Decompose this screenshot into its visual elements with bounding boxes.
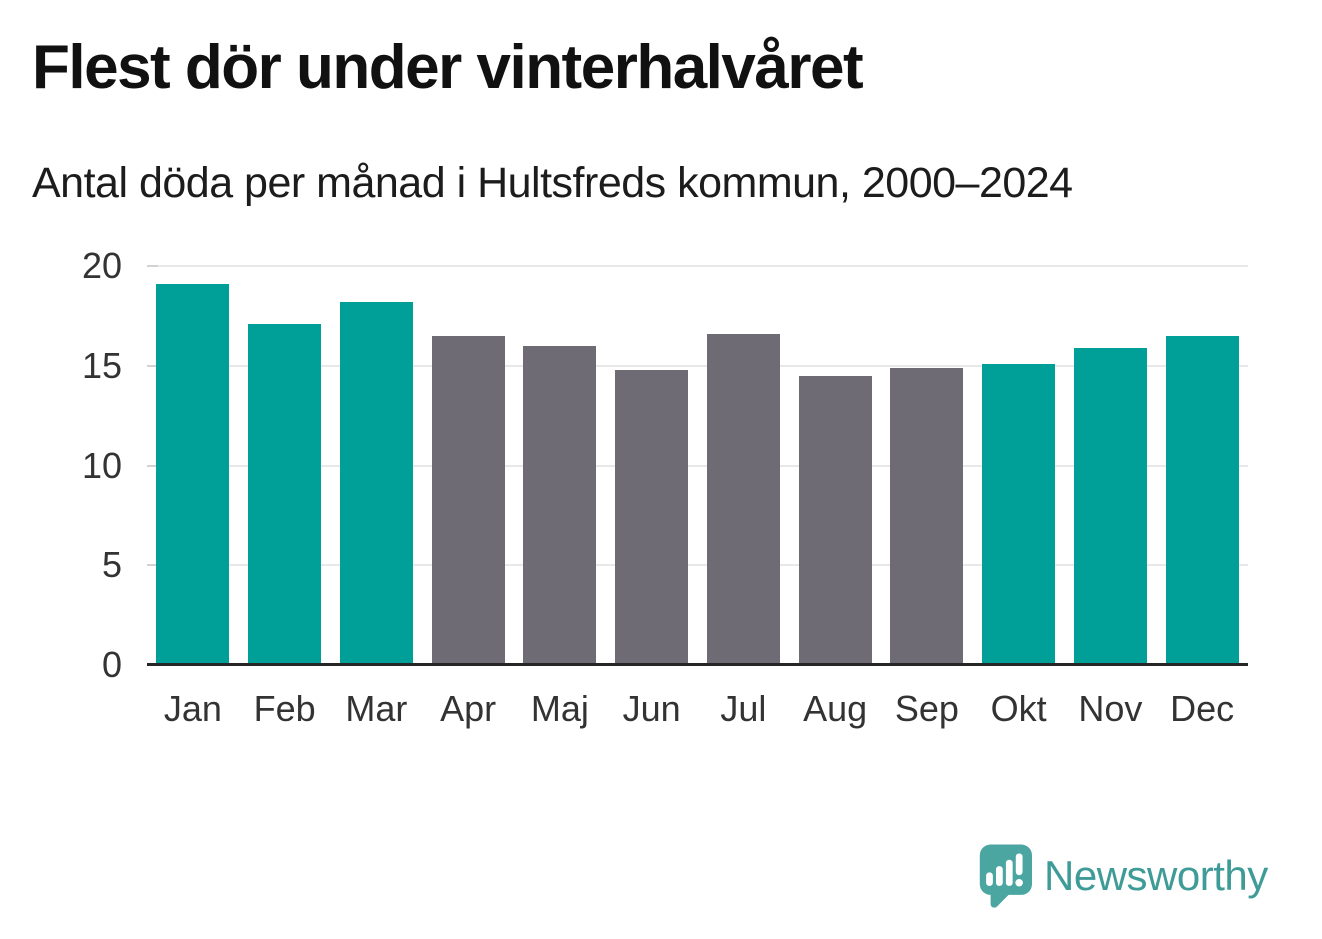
bar-feb [248, 323, 322, 665]
bar-okt [982, 363, 1056, 665]
x-axis-label-aug: Aug [803, 688, 868, 729]
newsworthy-logo: Newsworthy [978, 844, 1268, 908]
y-tick-10 [147, 464, 158, 467]
x-axis-label-apr: Apr [440, 688, 497, 729]
y-axis-label-5: 5 [101, 544, 122, 586]
x-axis-label-sep: Sep [894, 688, 959, 729]
x-axis: Jan Feb Mar Apr Maj Jun Jul Aug Sep Okt Nov Dec [147, 688, 1248, 738]
x-axis-label-maj: Maj [530, 688, 589, 729]
x-axis-label-jul: Jul [720, 688, 767, 729]
x-axis-label-mar: Mar [345, 688, 408, 729]
bar-apr [431, 335, 505, 665]
x-axis-label-dec: Dec [1170, 688, 1235, 729]
bar-jan [156, 283, 230, 665]
x-axis-baseline [147, 663, 1248, 666]
chart-subtitle: Antal döda per månad i Hultsfreds kommun… [32, 159, 1073, 207]
y-tick-20 [147, 265, 158, 267]
gridline-20 [147, 265, 1248, 267]
y-tick-15 [147, 364, 158, 367]
gridline-5 [147, 564, 1248, 567]
bar-jun [615, 369, 689, 665]
y-axis-label-15: 15 [81, 344, 122, 386]
x-axis-label-okt: Okt [990, 688, 1047, 729]
bar-aug [798, 375, 872, 665]
y-axis: 0 5 10 15 20 [0, 245, 130, 685]
x-axis-label-feb: Feb [253, 688, 316, 729]
bar-dec [1165, 335, 1239, 665]
y-axis-label-0: 0 [101, 644, 122, 685]
y-tick-5 [147, 564, 158, 567]
newsworthy-wordmark: Newsworthy [1044, 852, 1268, 899]
bar-maj [523, 345, 597, 665]
newsworthy-logo-icon [979, 844, 1032, 908]
y-axis-label-20: 20 [81, 245, 122, 286]
bar-mar [339, 301, 413, 665]
gridline-15 [147, 364, 1248, 367]
bar-sep [890, 367, 964, 665]
y-axis-label-10: 10 [81, 444, 122, 486]
x-axis-label-jan: Jan [163, 688, 222, 729]
gridline-10 [147, 464, 1248, 467]
plot-area [147, 265, 1248, 666]
bar-nov [1073, 347, 1147, 665]
x-axis-label-nov: Nov [1078, 688, 1143, 729]
bar-jul [706, 333, 780, 665]
x-axis-label-jun: Jun [622, 688, 681, 729]
chart-title: Flest dör under vinterhalvåret [32, 33, 864, 102]
